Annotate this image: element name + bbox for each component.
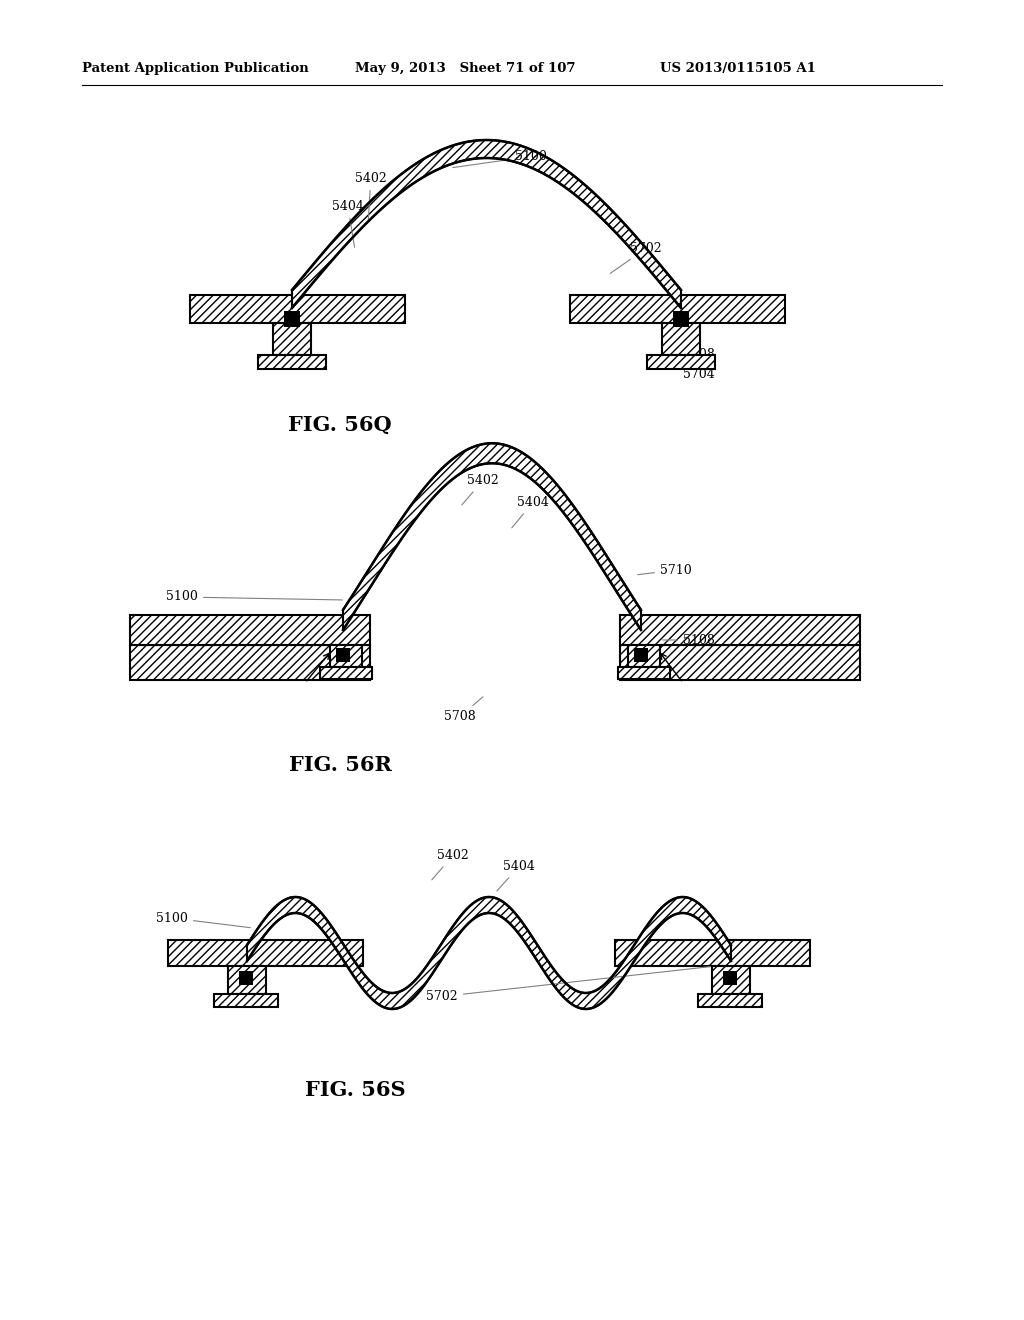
Text: 5710: 5710 xyxy=(638,564,692,577)
Text: 5704: 5704 xyxy=(683,358,715,381)
Polygon shape xyxy=(620,645,860,680)
Polygon shape xyxy=(130,645,370,680)
Bar xyxy=(712,966,750,994)
Bar xyxy=(336,648,350,663)
Text: 5702: 5702 xyxy=(610,242,662,273)
Bar xyxy=(618,667,670,678)
Bar xyxy=(615,940,810,966)
Bar xyxy=(673,312,689,327)
Text: FIG. 56S: FIG. 56S xyxy=(305,1080,406,1100)
Text: Patent Application Publication: Patent Application Publication xyxy=(82,62,309,75)
Text: 5404: 5404 xyxy=(332,201,364,247)
Bar xyxy=(168,940,362,966)
Text: FIG. 56R: FIG. 56R xyxy=(289,755,391,775)
Bar xyxy=(620,615,860,645)
Bar xyxy=(130,615,370,645)
Bar xyxy=(273,323,311,355)
Bar xyxy=(634,648,648,663)
Polygon shape xyxy=(247,898,731,1008)
Bar xyxy=(319,667,372,678)
Bar xyxy=(239,972,253,985)
Polygon shape xyxy=(292,140,681,308)
Bar xyxy=(190,294,406,323)
Text: 5404: 5404 xyxy=(497,861,535,891)
Text: 5402: 5402 xyxy=(355,172,387,222)
Bar xyxy=(723,972,737,985)
Bar xyxy=(662,323,700,355)
Text: 5100: 5100 xyxy=(166,590,342,603)
Text: 5702: 5702 xyxy=(426,965,722,1003)
Bar xyxy=(698,994,762,1007)
Text: 5108: 5108 xyxy=(663,634,715,647)
Bar xyxy=(647,355,715,370)
Bar xyxy=(284,312,300,327)
Bar xyxy=(330,645,362,667)
Text: US 2013/0115105 A1: US 2013/0115105 A1 xyxy=(660,62,816,75)
Text: FIG. 56Q: FIG. 56Q xyxy=(288,414,392,436)
Bar xyxy=(228,966,266,994)
Text: 5100: 5100 xyxy=(453,150,547,168)
Bar xyxy=(258,355,326,370)
Text: 5404: 5404 xyxy=(512,496,549,528)
Bar xyxy=(214,994,278,1007)
Bar xyxy=(570,294,785,323)
Text: 5708: 5708 xyxy=(444,697,483,723)
Text: 5108: 5108 xyxy=(673,338,715,360)
Polygon shape xyxy=(343,444,641,630)
Bar xyxy=(628,645,660,667)
Text: May 9, 2013   Sheet 71 of 107: May 9, 2013 Sheet 71 of 107 xyxy=(355,62,575,75)
Text: 5100: 5100 xyxy=(156,912,250,928)
Text: 5402: 5402 xyxy=(462,474,499,506)
Text: 5402: 5402 xyxy=(432,849,469,880)
